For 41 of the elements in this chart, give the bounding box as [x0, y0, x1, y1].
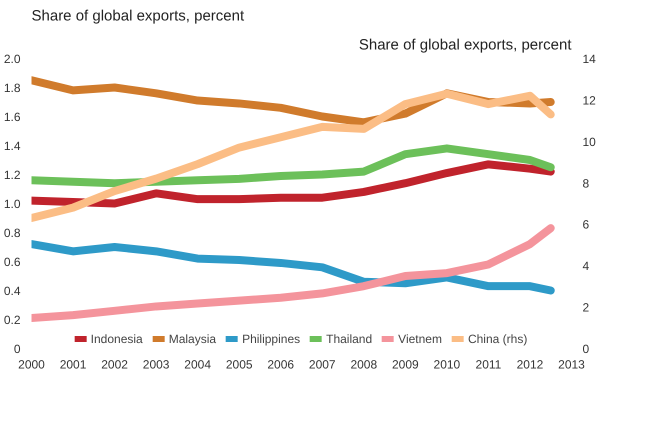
- x-tick-label: 2012: [516, 358, 544, 372]
- legend-label: Malaysia: [168, 332, 216, 346]
- y2-tick-label: 10: [582, 134, 596, 149]
- y-tick-label: 0.2: [4, 313, 21, 327]
- y2-tick-label: 8: [582, 176, 590, 190]
- y-tick-label: 0.8: [4, 226, 21, 240]
- y-tick-label: 1.0: [4, 197, 21, 211]
- x-tick-label: 2011: [476, 358, 502, 372]
- y-tick-label: 1.8: [4, 81, 21, 95]
- y-tick-label: 0.4: [4, 284, 21, 298]
- x-tick-label: 2008: [350, 358, 378, 372]
- y2-tick-label: 14: [582, 52, 596, 66]
- x-tick-label: 2010: [434, 358, 461, 372]
- x-tick-label: 2002: [101, 358, 128, 372]
- legend-label: Indonesia: [90, 332, 143, 346]
- legend-label: Philippines: [242, 332, 300, 346]
- x-tick-label: 2001: [60, 358, 87, 372]
- y2-axis-title: Share of global exports, percent: [358, 36, 572, 54]
- y-tick-label: 1.6: [4, 110, 21, 124]
- y2-tick-label: 6: [582, 218, 590, 232]
- legend-label: China (rhs): [468, 332, 528, 346]
- y-axis-title: Share of global exports, percent: [32, 8, 245, 24]
- y2-tick-label: 4: [582, 259, 590, 274]
- y2-tick-label: 12: [582, 93, 596, 108]
- x-tick-label: 2000: [18, 358, 46, 372]
- y2-tick-label: 2: [582, 300, 590, 315]
- y-tick-label: 0: [14, 342, 21, 356]
- y-tick-label: 1.2: [4, 168, 21, 182]
- y2-tick-label: 0: [582, 342, 590, 356]
- legend-label: Thailand: [326, 332, 372, 346]
- x-tick-label: 2007: [308, 358, 336, 372]
- x-tick-label: 2006: [267, 358, 294, 372]
- y-tick-label: 1.4: [4, 139, 21, 153]
- x-tick-label: 2005: [226, 358, 253, 372]
- y-tick-label: 2.0: [4, 52, 21, 66]
- x-tick-label: 2009: [392, 358, 420, 372]
- x-tick-label: 2003: [142, 358, 170, 372]
- x-tick-label: 2013: [558, 358, 586, 372]
- legend-label: Vietnem: [398, 332, 442, 346]
- y-tick-label: 0.6: [4, 255, 21, 269]
- x-tick-label: 2004: [184, 358, 212, 372]
